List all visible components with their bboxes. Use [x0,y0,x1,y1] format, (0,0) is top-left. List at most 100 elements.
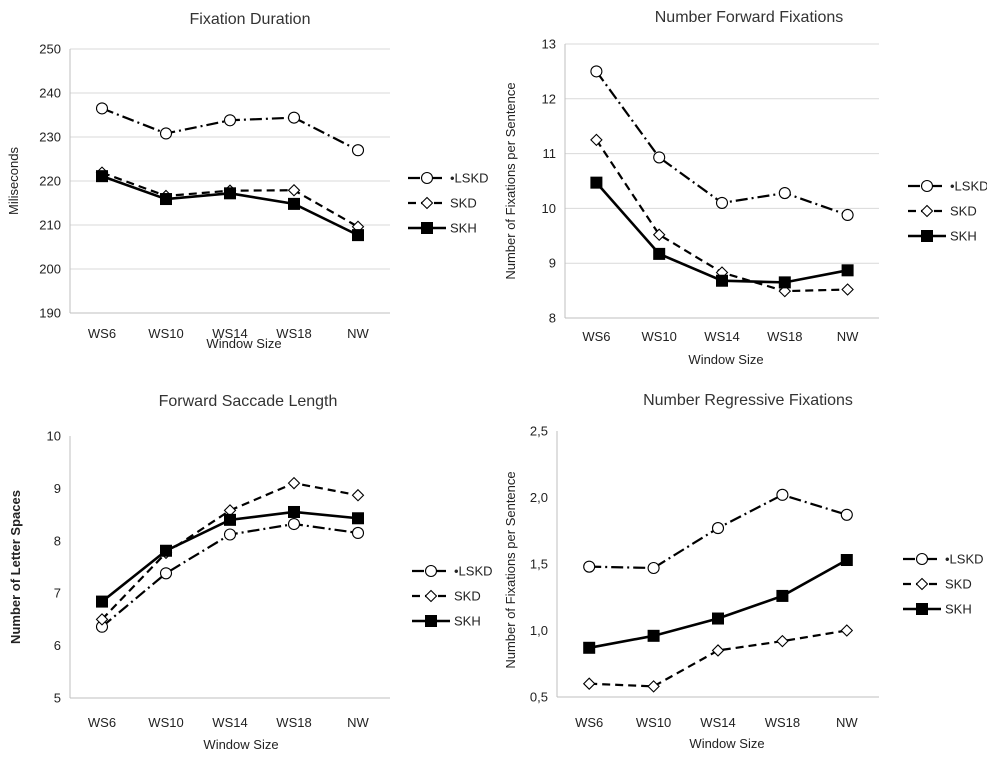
x-tick-label: WS6 [88,715,116,730]
legend-marker [424,564,438,578]
y-tick-label: 210 [39,218,61,233]
data-point [652,228,666,241]
legend-label: •LSKD [454,564,493,579]
data-point [711,522,725,535]
legend-label: •LSKD [945,552,984,567]
series-lskd [590,65,854,222]
series-line [595,70,848,217]
legend-marker [921,230,933,242]
legend-marker [421,222,433,234]
legend-marker [920,179,934,193]
data-point [583,560,596,573]
legend-label: SKH [450,221,477,236]
legend-label: SKH [945,602,972,617]
series-line [588,558,848,650]
legend-entry: •LSKD [903,552,984,567]
data-point [841,208,854,222]
x-axis-label: Window Size [688,352,763,367]
chart-title: Number Regressive Fixations [643,392,853,409]
data-point [287,111,301,124]
x-tick-label: NW [837,329,859,344]
x-tick-label: WS10 [636,715,671,730]
data-point [351,526,365,539]
legend-label: SKD [945,577,972,592]
y-tick-label: 2,5 [530,424,548,439]
chart-title: Number Forward Fixations [655,9,844,26]
x-tick-label: WS10 [148,326,183,341]
data-point [287,183,301,197]
data-point [590,133,603,147]
x-tick-label: WS14 [700,715,735,730]
y-tick-label: 240 [39,86,61,101]
y-tick-label: 9 [54,481,61,496]
x-tick-label: WS10 [148,715,183,730]
y-axis-label: Number of Fixations per Sentence [503,82,518,279]
chart-title: Fixation Duration [190,11,311,28]
data-point [778,284,792,298]
data-point [159,567,173,580]
legend-entry: •LSKD [412,564,493,579]
series-skd [590,133,854,298]
y-tick-label: 8 [549,311,556,326]
data-point [840,624,854,637]
legend-label: SKD [950,204,977,219]
legend-marker [420,171,434,185]
legend-entry: •LSKD [908,179,987,194]
data-point [352,229,364,242]
y-tick-label: 13 [542,37,556,52]
data-point [351,144,365,157]
data-point [590,65,603,78]
series-line [589,629,847,688]
data-point [778,187,791,200]
chart-title: Forward Saccade Length [159,393,338,410]
y-tick-label: 190 [39,306,61,321]
data-point [776,634,789,648]
legend-label: SKH [950,229,977,244]
legend-label: •LSKD [950,179,987,194]
y-tick-label: 5 [54,691,61,706]
x-tick-label: WS6 [582,329,610,344]
data-point [224,187,236,200]
data-point [715,196,729,209]
data-point [841,264,854,277]
data-point [647,680,660,693]
x-tick-label: NW [836,715,858,730]
series-skh [583,554,853,654]
series-skd [95,166,365,234]
series-lskd [583,488,853,575]
data-point [590,176,603,189]
x-tick-label: NW [347,715,369,730]
chart-forward-saccade-length: Forward Saccade Length 5 6 7 8 9 10 WS6 WS10 WS14… [0,380,493,760]
data-point [712,612,724,625]
chart-svg: Number Regressive Fixations 0,5 1,0 1,5 2,0 2… [503,392,984,751]
y-tick-label: 220 [39,174,61,189]
series-skd [582,624,854,693]
series-lskd [95,102,365,157]
x-axis-label: Window Size [206,336,281,351]
data-point [95,613,109,626]
y-axis-label: Miliseconds [6,147,21,215]
data-point [223,114,237,127]
legend-entry: SKD [908,204,977,219]
data-point [840,554,853,567]
data-point [716,274,728,287]
legend-entry: SKH [408,221,477,236]
legend-entry: SKD [903,577,972,592]
x-axis-label: Window Size [203,737,278,752]
y-tick-label: 7 [54,586,61,601]
y-tick-label: 200 [39,262,61,277]
legend-label: SKD [450,196,477,211]
data-point [351,488,365,502]
legend-entry: •LSKD [408,171,489,186]
data-point [647,629,660,642]
series-skd [95,476,365,626]
x-tick-label: WS18 [276,715,311,730]
y-axis-label: Number of Fixations per Sentence [503,471,518,668]
chart-fixation-duration: Fixation Duration 190 200 210 220 230 240 250 WS… [0,0,493,380]
data-point [778,276,791,289]
legend-marker [424,589,438,603]
x-tick-label: WS14 [212,715,247,730]
data-point [653,151,666,164]
data-point [647,561,660,575]
series-skh [96,505,364,608]
